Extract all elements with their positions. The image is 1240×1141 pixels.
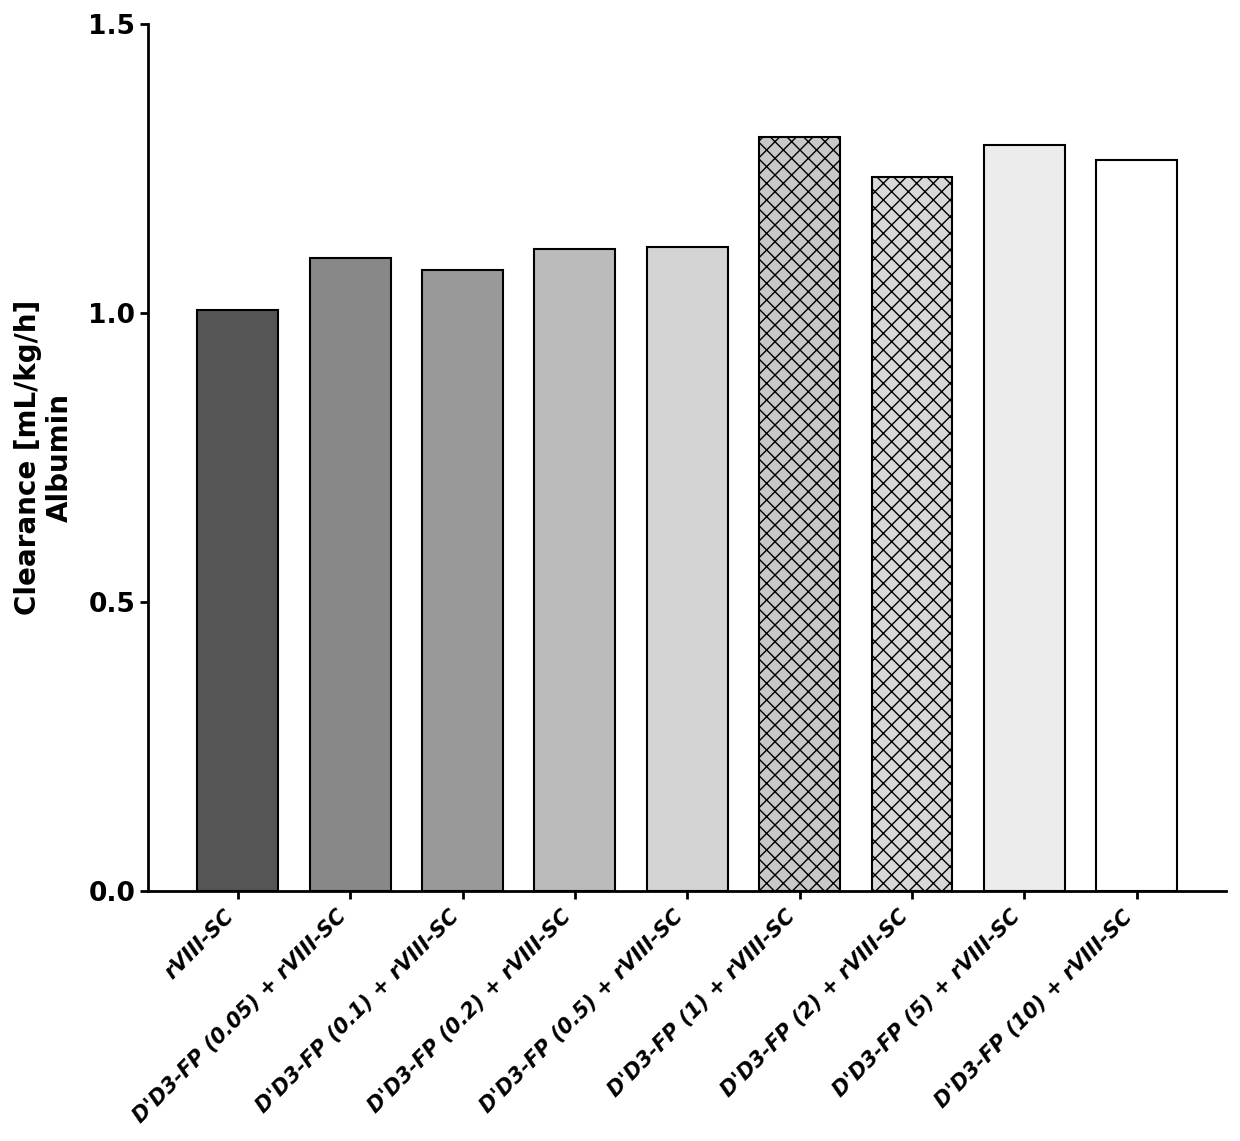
Bar <box>1096 160 1177 891</box>
Bar <box>983 145 1065 891</box>
Bar <box>759 137 839 891</box>
Bar <box>872 177 952 891</box>
Bar <box>534 250 615 891</box>
Y-axis label: Clearance [mL/kg/h]
Albumin: Clearance [mL/kg/h] Albumin <box>14 300 74 615</box>
Bar <box>422 269 503 891</box>
Bar <box>197 310 278 891</box>
Bar <box>310 258 391 891</box>
Bar <box>647 246 728 891</box>
